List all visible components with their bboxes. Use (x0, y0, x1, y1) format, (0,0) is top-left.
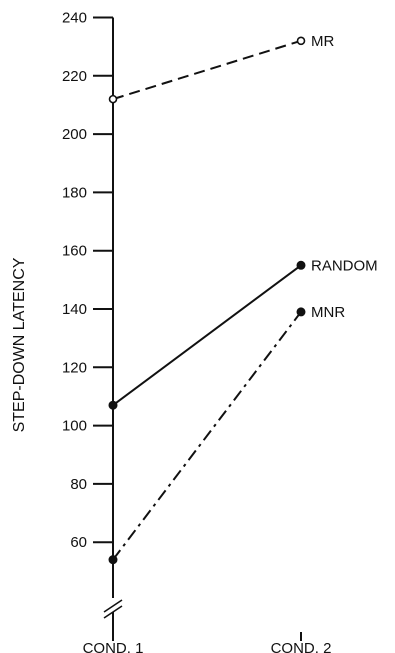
axis-break-mark (103, 599, 123, 613)
axis-break-mark (103, 605, 123, 619)
series-label-mr: MR (311, 33, 334, 50)
data-point-mnr (296, 307, 306, 317)
y-tick-label: 100 (62, 418, 87, 435)
x-tick-label: COND. 1 (83, 640, 144, 653)
y-tick-label: 160 (62, 243, 87, 260)
y-tick-label: 220 (62, 68, 87, 85)
series-label-mnr: MNR (311, 304, 345, 321)
y-tick-label: 180 (62, 184, 87, 201)
series-line-random (112, 264, 302, 406)
y-tick-label: 60 (70, 534, 87, 551)
y-tick-label: 140 (62, 301, 87, 318)
y-axis-title: STEP-DOWN LATENCY (11, 257, 28, 432)
data-point-mr (296, 36, 306, 46)
series-line-mr (112, 39, 302, 101)
x-tick-label: COND. 2 (271, 640, 332, 653)
data-point-mr (108, 94, 118, 104)
axes: 60 80 100 120 140 160 180 200 220 240 COND. 1 COND.… (62, 10, 331, 653)
series-line-mnr (112, 311, 302, 561)
y-tick-label: 240 (62, 10, 87, 27)
data-point-random (296, 260, 306, 270)
y-tick-label: 80 (70, 476, 87, 493)
y-tick-label: 200 (62, 126, 87, 143)
series-layer: MR RANDOM MNR (108, 33, 378, 565)
y-tick-label: 120 (62, 359, 87, 376)
data-point-mnr (108, 555, 118, 565)
data-point-random (108, 400, 118, 410)
series-label-random: RANDOM (311, 257, 378, 274)
